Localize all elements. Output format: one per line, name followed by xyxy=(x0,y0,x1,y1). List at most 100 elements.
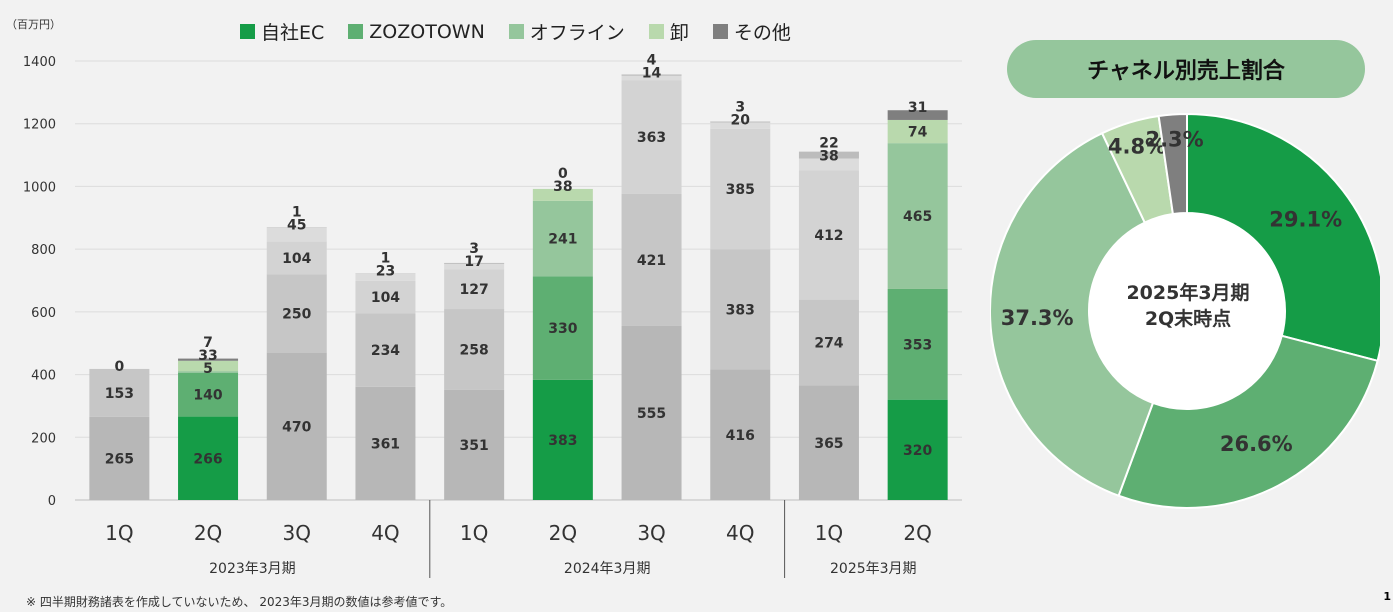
data-label: 7 xyxy=(203,335,213,351)
x-tick-label: 4Q xyxy=(371,521,399,545)
donut-center-label: 2025年3月期 2Q末時点 xyxy=(1088,280,1288,332)
bar-segment xyxy=(355,273,416,281)
x-tick-label: 4Q xyxy=(726,521,754,545)
y-tick-label: 0 xyxy=(48,494,56,509)
bar-segment xyxy=(532,379,593,500)
slice-label: 37.3% xyxy=(1001,306,1074,330)
data-label: 31 xyxy=(908,100,927,116)
data-label: 20 xyxy=(731,112,751,128)
data-label: 234 xyxy=(371,343,400,359)
data-label: 22 xyxy=(819,136,838,152)
legend-item-zozotown: ZOZOTOWN xyxy=(348,21,485,43)
bar-segment xyxy=(887,143,948,289)
data-label: 45 xyxy=(287,218,306,234)
data-label: 412 xyxy=(814,228,843,244)
bar-segment xyxy=(266,241,327,275)
bar-segment xyxy=(621,193,682,326)
bar-segment xyxy=(178,371,239,373)
data-label: 351 xyxy=(460,438,489,454)
bar-segment xyxy=(89,416,150,500)
bar-segment xyxy=(798,170,859,300)
legend-label: ZOZOTOWN xyxy=(369,20,485,43)
legend-label: オフライン xyxy=(529,22,625,44)
bar-segment xyxy=(887,399,948,500)
y-tick-label: 600 xyxy=(31,306,56,321)
bar-segment xyxy=(710,121,771,123)
bar-segment xyxy=(178,416,239,500)
data-label: 421 xyxy=(637,253,666,269)
bar-segment xyxy=(710,369,771,500)
bar-segment xyxy=(178,360,239,372)
bar-segment xyxy=(444,389,505,500)
legend-item-other: その他 xyxy=(712,18,791,45)
data-label: 153 xyxy=(105,386,134,402)
data-label: 353 xyxy=(903,337,932,353)
page-number: 1 xyxy=(1383,590,1391,603)
bar-segment xyxy=(887,110,948,120)
bar-segment xyxy=(710,128,771,250)
data-label: 0 xyxy=(558,166,568,182)
x-tick-label: 2Q xyxy=(903,521,931,545)
legend-swatch xyxy=(712,24,728,39)
legend-swatch xyxy=(348,24,364,39)
data-label: 104 xyxy=(371,290,400,306)
bar-segment xyxy=(89,368,150,417)
y-tick-label: 1400 xyxy=(23,55,56,70)
bar-segment xyxy=(621,80,682,194)
x-tick-label: 2Q xyxy=(194,521,222,545)
data-label: 258 xyxy=(460,342,489,358)
bar-segment xyxy=(355,313,416,387)
fiscal-year-label: 2025年3月期 xyxy=(830,561,917,577)
data-label: 127 xyxy=(460,282,489,298)
data-label: 265 xyxy=(105,451,134,467)
bar-segment xyxy=(710,249,771,370)
data-label: 5 xyxy=(203,361,213,377)
legend-swatch xyxy=(508,24,524,39)
x-tick-label: 3Q xyxy=(283,521,311,545)
x-tick-label: 1Q xyxy=(460,521,488,545)
data-label: 1 xyxy=(292,205,302,221)
slice-label: 29.1% xyxy=(1269,207,1342,231)
data-label: 23 xyxy=(376,264,395,280)
bar-segment xyxy=(444,269,505,310)
bar-segment xyxy=(532,188,593,201)
stacked-bar-chart: 020040060080010001200140026515301Q266140… xyxy=(23,53,962,578)
bar-segment xyxy=(887,288,948,400)
footnote: ※ 四半期財務諸表を作成していないため、 2023年3月期の数値は参考値です。 xyxy=(26,595,453,609)
y-tick-label: 1200 xyxy=(23,118,56,133)
bar-segment xyxy=(887,119,948,144)
legend-label: 自社EC xyxy=(261,22,325,44)
data-label: 330 xyxy=(548,321,577,337)
legend-item-own-ec: 自社EC xyxy=(240,18,324,45)
legend-item-wholesale: 卸 xyxy=(648,18,689,45)
y-axis-unit-label: （百万円） xyxy=(6,18,61,31)
bar-segment xyxy=(798,385,859,500)
bar-segment xyxy=(444,309,505,390)
data-label: 3 xyxy=(735,99,745,115)
data-label: 17 xyxy=(464,254,483,270)
legend-label: その他 xyxy=(733,22,791,44)
data-label: 274 xyxy=(814,336,843,352)
data-label: 555 xyxy=(637,406,666,422)
bar-segment xyxy=(532,276,593,380)
data-label: 14 xyxy=(642,66,662,82)
chart-legend: 自社EC ZOZOTOWN オフライン 卸 その他 xyxy=(240,18,815,45)
bar-segment xyxy=(355,280,416,314)
y-tick-label: 1000 xyxy=(23,180,56,195)
bar-segment xyxy=(621,74,682,76)
data-label: 385 xyxy=(726,182,755,198)
data-label: 33 xyxy=(198,348,217,364)
data-label: 465 xyxy=(903,209,932,225)
legend-label: 卸 xyxy=(669,22,689,44)
data-label: 383 xyxy=(726,303,755,319)
bar-segment xyxy=(355,386,416,500)
slice-label: 4.8% xyxy=(1108,134,1166,158)
bar-segment xyxy=(798,158,859,171)
y-tick-label: 200 xyxy=(31,431,56,446)
data-label: 38 xyxy=(553,179,572,195)
bar-segment xyxy=(178,358,239,361)
bar-segment xyxy=(444,263,505,270)
bar-segment xyxy=(621,325,682,500)
bar-segment xyxy=(532,200,593,277)
bar-segment xyxy=(798,299,859,386)
